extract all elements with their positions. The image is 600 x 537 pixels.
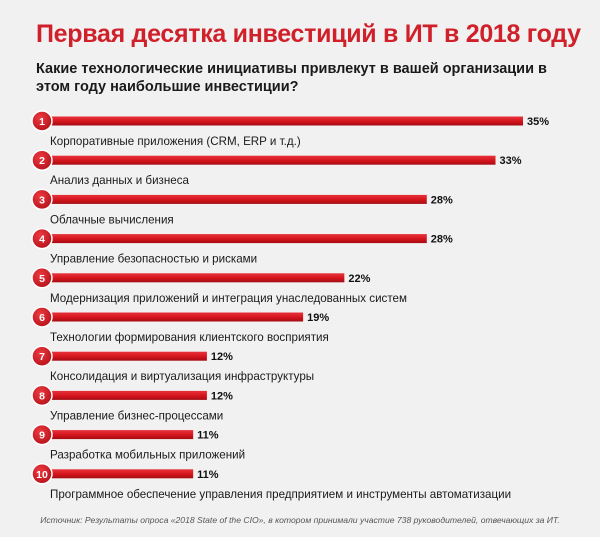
value-label-7: 12% — [211, 351, 233, 363]
rank-number-1: 1 — [39, 116, 45, 128]
rank-number-10: 10 — [36, 469, 48, 481]
category-label-5: Модернизация приложений и интеграция уна… — [50, 292, 407, 305]
rank-badge-9 — [31, 423, 53, 446]
category-label-3: Облачные вычисления — [50, 213, 174, 226]
rank-badge-3 — [31, 188, 53, 211]
value-label-6: 19% — [307, 312, 329, 324]
bar-5 — [42, 273, 345, 283]
rank-badge-4 — [31, 227, 53, 250]
bar-10 — [42, 469, 194, 479]
rank-badge-7 — [31, 345, 53, 367]
rank-badge-2 — [31, 149, 53, 171]
rank-number-2: 2 — [39, 155, 45, 167]
rank-number-4: 4 — [39, 234, 45, 246]
category-label-9: Разработка мобильных приложений — [50, 449, 245, 462]
rank-badge-5 — [31, 267, 53, 289]
bar-6 — [42, 312, 304, 322]
value-label-8: 12% — [211, 390, 233, 402]
category-label-7: Консолидация и виртуализация инфраструкт… — [50, 370, 314, 383]
rank-badge-6 — [31, 306, 53, 328]
value-label-2: 33% — [500, 155, 522, 167]
category-label-10: Программное обеспечение управления предп… — [50, 488, 511, 501]
rank-badge-10 — [31, 463, 53, 485]
value-label-10: 11% — [197, 469, 219, 481]
page-title: Первая десятка инвестиций в ИТ в 2018 го… — [36, 20, 581, 48]
rank-number-5: 5 — [39, 273, 45, 285]
category-label-1: Корпоративные приложения (CRM, ERP и т.д… — [50, 135, 301, 148]
category-label-2: Анализ данных и бизнеса — [50, 174, 190, 187]
bar-8 — [42, 390, 207, 400]
source-note: Источник: Результаты опроса «2018 State … — [40, 515, 560, 525]
value-label-9: 11% — [197, 430, 219, 442]
category-label-4: Управление безопасностью и рисками — [50, 253, 257, 266]
value-label-1: 35% — [527, 116, 549, 128]
bar-7 — [42, 351, 207, 361]
bar-9 — [42, 430, 194, 440]
survey-question: Какие технологические инициативы привлек… — [36, 61, 547, 95]
rank-number-8: 8 — [39, 390, 45, 402]
bar-2 — [42, 155, 496, 165]
rank-number-7: 7 — [39, 351, 45, 363]
bar-4 — [42, 234, 427, 244]
rank-number-9: 9 — [39, 430, 45, 442]
rank-number-3: 3 — [39, 194, 45, 206]
value-label-5: 22% — [348, 273, 370, 285]
category-label-6: Технологии формирования клиентского восп… — [50, 331, 329, 344]
bar-1 — [42, 116, 523, 126]
rank-badge-8 — [31, 384, 53, 407]
category-label-8: Управление бизнес-процессами — [50, 409, 223, 422]
rank-number-6: 6 — [39, 312, 45, 324]
rank-badge-1 — [31, 110, 53, 132]
bar-3 — [42, 194, 427, 204]
value-label-3: 28% — [431, 194, 453, 206]
value-label-4: 28% — [431, 234, 453, 246]
